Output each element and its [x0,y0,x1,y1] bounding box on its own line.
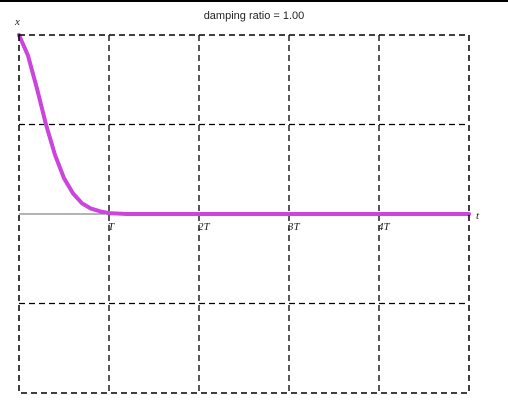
grid [19,35,469,393]
x-tick-label: 4T [378,221,391,233]
series-curve [17,33,471,216]
x-axis-label: t [476,210,480,222]
y-axis-label: x [14,16,20,28]
x-tick-label: 2T [198,221,211,233]
x-tick-label: 3T [287,221,301,233]
plot-frame [18,34,470,394]
x-tick-labels: T 2T 3T 4T [108,221,391,233]
chart-title: damping ratio = 1.00 [203,10,305,22]
top-border [0,0,508,2]
x-tick-label: T [108,221,115,233]
